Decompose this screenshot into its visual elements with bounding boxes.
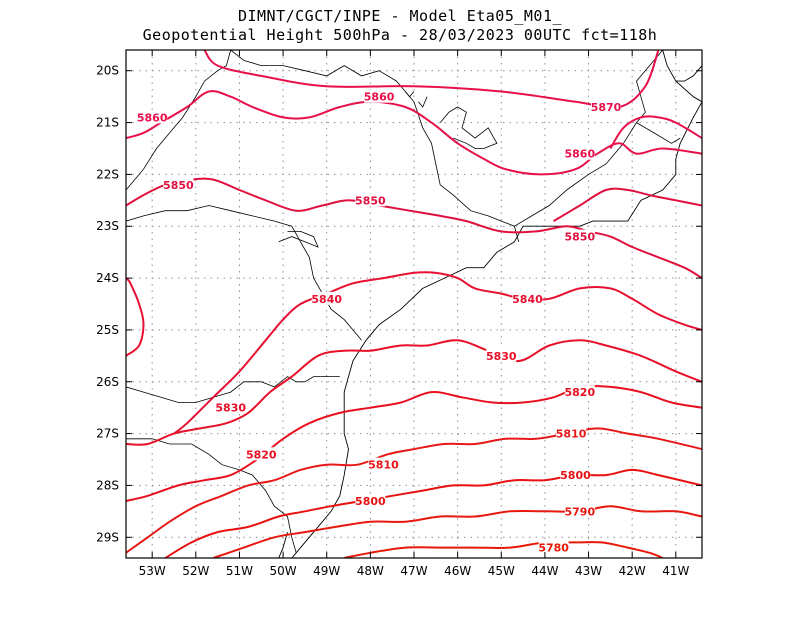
contour-label-5820: 5820 [565,386,596,399]
contour-line-5800 [164,468,702,558]
contour-label-5850: 5850 [163,179,194,192]
lake-outline [404,91,415,98]
contour-label-5860: 5860 [565,148,596,161]
contour-label-5850: 5850 [565,231,596,244]
contour-label-bg [512,291,543,305]
contour-line-5840 [173,271,702,435]
y-tick-label: 28S [96,478,119,492]
y-tick-label: 20S [96,64,119,78]
contour-label-5860: 5860 [364,91,395,104]
x-tick-label: 52W [182,564,209,578]
axis-ticks: 53W 52W 51W 50W 49W 48W 47W 46W 45W 44W 43W 42W 41W 2… [96,50,702,578]
y-tick-label: 21S [96,116,119,130]
y-tick-label: 25S [96,323,119,337]
geographic-boundaries [126,50,702,558]
contour-line-5870 [203,50,660,109]
contour-label-bg [355,193,386,207]
contour-label-5810: 5810 [368,459,399,472]
x-tick-label: 50W [270,564,297,578]
x-tick-label: 44W [531,564,558,578]
x-tick-label: 47W [400,564,427,578]
contour-label-bg [564,385,595,399]
contour-line-5850 [553,187,702,222]
y-tick-label: 24S [96,271,119,285]
x-tick-label: 41W [662,564,689,578]
contour-label-bg [368,457,399,471]
title-line-1: DIMNT/CGCT/INPE - Model Eta05_M01_ [237,7,563,25]
coastline [278,531,288,558]
state-border [636,122,681,144]
contour-label-bg [215,400,246,414]
contour-line-5850 [126,177,702,279]
contour-line-5780 [343,541,664,558]
contour-labels: 5870 5860 5860 5860 5850 5850 5850 5840 5840 5830… [137,89,622,555]
contour-line-5840 [126,277,145,357]
contour-label-5800: 5800 [355,495,386,508]
x-tick-label: 49W [313,564,340,578]
coastline [662,50,702,103]
contour-label-bg [556,426,587,440]
lake-outline [439,106,498,149]
x-tick-label: 53W [139,564,166,578]
contour-label-5820: 5820 [246,448,277,461]
contour-label-bg [163,177,194,191]
contour-label-5830: 5830 [215,402,246,415]
lake-outline [418,96,428,108]
contour-label-5830: 5830 [486,350,517,363]
contour-label-5790: 5790 [565,505,596,518]
x-tick-label: 48W [357,564,384,578]
contour-label-bg [564,229,595,243]
contour-label-bg [311,291,342,305]
state-border [126,50,232,191]
contour-line-5830 [126,339,702,446]
contour-label-5810: 5810 [556,428,587,441]
contour-label-5870: 5870 [591,101,622,114]
contour-label-bg [486,348,517,362]
contour-label-5780: 5780 [538,542,569,555]
x-tick-label: 43W [575,564,602,578]
contour-label-bg [355,493,386,507]
title-line-2: Geopotential Height 500hPa - 28/03/2023 … [142,26,658,44]
x-tick-label: 46W [444,564,471,578]
y-tick-label: 26S [96,375,119,389]
state-border [126,376,340,403]
contour-label-bg [246,447,277,461]
height-contours [126,50,702,558]
contour-label-bg [538,540,569,554]
contour-label-5800: 5800 [560,469,591,482]
lat-lon-grid [126,50,702,558]
state-border [514,50,664,227]
state-border [230,50,520,242]
contour-label-bg [591,100,621,114]
contour-label-bg [137,110,168,124]
contour-line-5790 [212,505,702,558]
contour-label-bg [560,468,591,482]
y-tick-label: 22S [96,167,119,181]
contour-label-bg [564,504,595,518]
contour-label-5840: 5840 [311,293,342,306]
x-tick-label: 51W [226,564,253,578]
contour-line-5860 [126,90,702,176]
state-border [126,205,362,341]
contour-line-5870 [609,115,702,150]
x-tick-label: 42W [619,564,646,578]
lake-outline [278,231,319,248]
contour-line-5810 [126,427,702,554]
y-tick-label: 23S [96,219,119,233]
x-tick-label: 45W [488,564,515,578]
y-tick-label: 29S [96,530,119,544]
contour-label-5860: 5860 [137,111,168,124]
contour-line-5820 [126,384,702,502]
y-tick-label: 27S [96,427,119,441]
contour-label-bg [564,146,595,160]
contour-label-bg [364,89,395,103]
contour-label-5840: 5840 [512,293,543,306]
contour-label-5850: 5850 [355,194,386,207]
coastline [291,101,702,558]
coastline [675,65,702,82]
